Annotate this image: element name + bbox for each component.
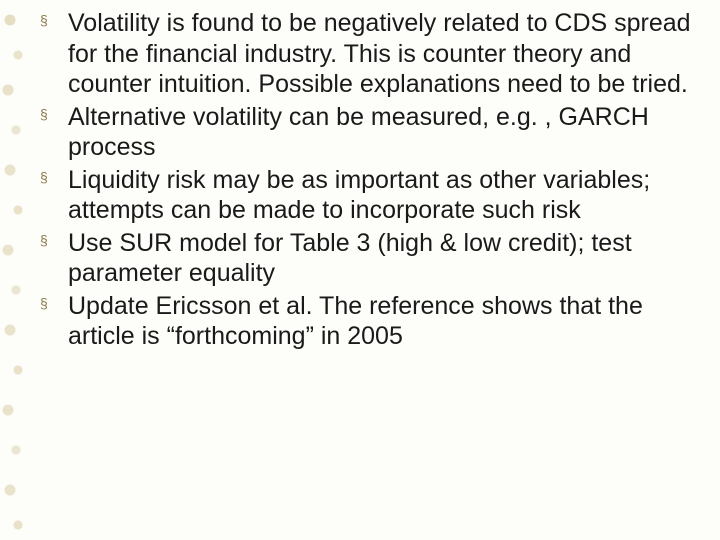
bullet-text: Alternative volatility can be measured, … [68, 103, 649, 162]
slide: Volatility is found to be negatively rel… [0, 0, 720, 540]
list-item: Use SUR model for Table 3 (high & low cr… [40, 228, 700, 289]
list-item: Alternative volatility can be measured, … [40, 102, 700, 163]
bullet-text: Volatility is found to be negatively rel… [68, 9, 691, 98]
bullet-text: Use SUR model for Table 3 (high & low cr… [68, 229, 632, 288]
list-item: Volatility is found to be negatively rel… [40, 8, 700, 100]
list-item: Liquidity risk may be as important as ot… [40, 165, 700, 226]
decorative-border [0, 0, 28, 540]
bullet-text: Liquidity risk may be as important as ot… [68, 166, 650, 225]
bullet-list: Volatility is found to be negatively rel… [40, 8, 700, 352]
slide-content: Volatility is found to be negatively rel… [40, 8, 700, 354]
bullet-text: Update Ericsson et al. The reference sho… [68, 292, 643, 351]
list-item: Update Ericsson et al. The reference sho… [40, 291, 700, 352]
